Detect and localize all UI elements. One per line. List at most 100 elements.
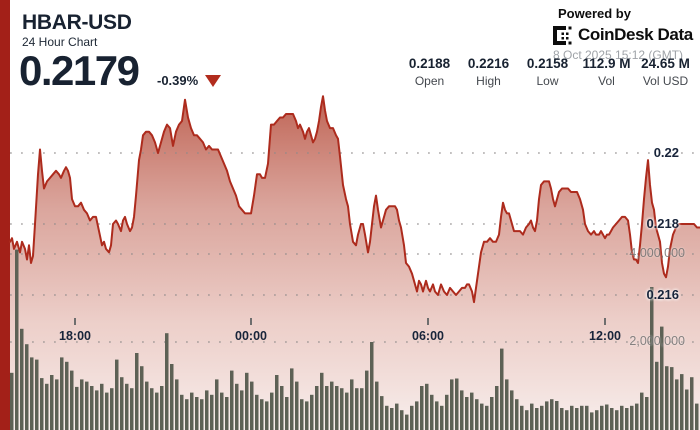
volume-bar: [660, 326, 664, 430]
volume-bar: [320, 372, 324, 430]
volume-bar: [415, 401, 419, 430]
volume-bar: [250, 381, 254, 430]
volume-bar: [155, 392, 159, 430]
volume-bar: [290, 368, 294, 430]
volume-bar: [125, 383, 129, 430]
quote-timestamp: 8 Oct 2025 15:12 (GMT): [553, 48, 684, 62]
stat-high: 0.2216 High: [462, 56, 515, 88]
volume-bar: [615, 410, 619, 430]
chart-subtitle: 24 Hour Chart: [22, 35, 98, 49]
volume-bar: [690, 377, 694, 430]
volume-bar: [115, 359, 119, 430]
volume-bar: [525, 410, 529, 430]
volume-bar: [535, 408, 539, 430]
stat-high-value: 0.2216: [467, 56, 510, 71]
volume-bar: [395, 403, 399, 430]
volume-bar: [285, 397, 289, 430]
volume-bar: [385, 405, 389, 430]
volume-bar: [555, 401, 559, 430]
volume-bar: [635, 403, 639, 430]
powered-by-label: Powered by: [558, 6, 631, 21]
volume-bar: [365, 370, 369, 430]
volume-bar: [130, 388, 134, 430]
volume-bar: [270, 392, 274, 430]
volume-bar: [640, 392, 644, 430]
volume-bar: [440, 405, 444, 430]
stat-high-label: High: [476, 74, 501, 88]
volume-bar: [625, 408, 629, 430]
volume-bar: [25, 344, 29, 430]
volume-bar: [245, 372, 249, 430]
volume-bar: [375, 381, 379, 430]
volume-bar: [655, 361, 659, 430]
current-price: 0.2179: [19, 47, 140, 94]
volume-bar: [45, 383, 49, 430]
volume-bar: [255, 394, 259, 430]
volume-bar: [280, 386, 284, 430]
volume-bar: [295, 381, 299, 430]
volume-bar: [260, 399, 264, 430]
arrow-down-icon: [205, 74, 222, 87]
volume-bar: [590, 412, 594, 430]
volume-bar: [605, 404, 609, 430]
volume-bar: [465, 397, 469, 430]
stat-volume-usd-value: 24.65 M: [641, 56, 690, 71]
volume-bar: [665, 366, 669, 430]
stat-open: 0.2188 Open: [403, 56, 456, 88]
volume-bar: [675, 379, 679, 430]
volume-bar: [630, 405, 634, 430]
change-percent: -0.39%: [157, 73, 199, 88]
volume-bar: [575, 408, 579, 430]
volume-bar: [95, 390, 99, 430]
volume-bar: [580, 405, 584, 430]
stat-volume: 112.9 M Vol: [580, 56, 633, 88]
volume-bar: [405, 414, 409, 430]
volume-bar: [455, 378, 459, 430]
volume-bar: [75, 386, 79, 430]
volume-bar: [695, 403, 699, 430]
volume-bar: [70, 370, 74, 430]
volume-bar: [370, 342, 374, 430]
volume-bar: [30, 357, 34, 430]
volume-bar: [325, 386, 329, 430]
volume-bar: [510, 390, 514, 430]
volume-bar: [165, 333, 169, 430]
volume-bar: [10, 372, 14, 430]
volume-bar: [35, 359, 39, 430]
volume-bar: [505, 379, 509, 430]
volume-bar: [310, 394, 314, 430]
volume-bar: [300, 399, 304, 430]
volume-bar: [340, 388, 344, 430]
volume-bar: [90, 386, 94, 430]
stat-low-value: 0.2158: [526, 56, 569, 71]
volume-bar: [600, 405, 604, 430]
stat-low: 0.2158 Low: [521, 56, 574, 88]
volume-bar: [120, 377, 124, 430]
volume-bar: [500, 348, 504, 430]
volume-bar: [135, 353, 139, 430]
volume-bar: [215, 379, 219, 430]
volume-bar: [55, 379, 59, 430]
volume-bar: [235, 383, 239, 430]
brand-accent-stripe: [0, 0, 10, 430]
volume-bar: [200, 399, 204, 430]
volume-bar: [335, 386, 339, 430]
volume-bar: [475, 399, 479, 430]
volume-bar: [430, 394, 434, 430]
volume-bar: [495, 386, 499, 430]
volume-bar: [195, 397, 199, 430]
volume-bar: [485, 405, 489, 430]
volume-bar: [230, 370, 234, 430]
volume-bar: [425, 383, 429, 430]
volume-bar: [520, 405, 524, 430]
stat-volume-usd-label: Vol USD: [642, 74, 689, 88]
coindesk-data-link[interactable]: CoinDesk Data: [553, 25, 698, 45]
volume-bar: [65, 361, 69, 430]
volume-bar: [420, 386, 424, 430]
volume-bar: [540, 405, 544, 430]
volume-bar: [435, 401, 439, 430]
volume-bar: [15, 249, 19, 430]
volume-bar: [180, 394, 184, 430]
